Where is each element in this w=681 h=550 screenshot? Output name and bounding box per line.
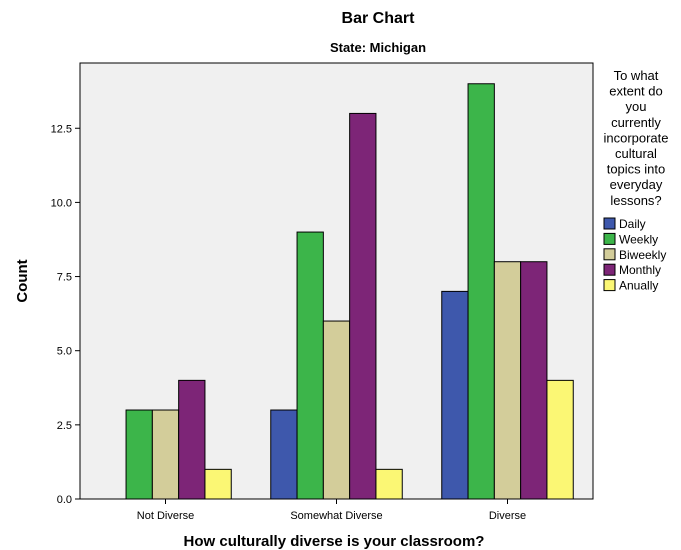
legend-title-line: lessons? — [610, 193, 661, 208]
legend-swatch-monthly — [603, 263, 616, 276]
bar-daily-diverse — [441, 290, 469, 500]
bars — [125, 83, 574, 500]
legend-label-weekly: Weekly — [619, 232, 658, 246]
bar-monthly-diverse — [520, 261, 548, 500]
y-axis-title: Count — [14, 259, 31, 302]
legend-title-line: topics into — [607, 162, 666, 177]
legend-title-line: you — [626, 99, 647, 114]
y-axis: 0.0 2.5 5.0 7.5 10.0 12.5 — [51, 123, 80, 506]
bar-monthly-somewhat-diverse — [349, 112, 377, 500]
chart-title: Bar Chart — [342, 10, 416, 27]
bar-anually-diverse — [546, 379, 574, 500]
bar-weekly-not-diverse — [125, 409, 153, 500]
legend-title-line: To what — [614, 68, 659, 83]
y-tick-label: 5.0 — [57, 346, 72, 358]
legend-label-anually: Anually — [619, 279, 658, 293]
legend-title-line: incorporate — [603, 130, 668, 145]
x-tick-label: Not Diverse — [137, 510, 194, 522]
bar-biweekly-diverse — [493, 261, 522, 500]
legend-title-line: everyday — [610, 177, 663, 192]
bar-biweekly-not-diverse — [151, 409, 180, 500]
legend-label-daily: Daily — [619, 217, 646, 231]
y-tick-label: 0.0 — [57, 494, 72, 506]
bar-weekly-diverse — [467, 83, 495, 500]
chart-subtitle: State: Michigan — [330, 40, 426, 55]
legend-label-monthly: Monthly — [619, 263, 661, 277]
x-tick-label: Somewhat Diverse — [290, 510, 382, 522]
bar-weekly-somewhat-diverse — [296, 231, 324, 500]
y-tick-label: 7.5 — [57, 272, 72, 284]
y-tick-label: 2.5 — [57, 420, 72, 432]
x-axis-title: How culturally diverse is your classroom… — [184, 533, 485, 550]
y-tick-label: 12.5 — [51, 123, 72, 135]
bar-biweekly-somewhat-diverse — [322, 320, 351, 500]
bar-anually-somewhat-diverse — [375, 468, 403, 500]
x-tick-label: Diverse — [489, 510, 526, 522]
legend-swatch-weekly — [603, 232, 616, 245]
legend-label-biweekly: Biweekly — [619, 248, 666, 262]
legend-swatch-anually — [603, 279, 616, 292]
legend-swatch-daily — [603, 217, 616, 230]
bar-monthly-not-diverse — [178, 379, 206, 500]
y-tick-label: 10.0 — [51, 197, 72, 209]
legend-title-line: cultural — [615, 146, 657, 161]
legend-swatch-biweekly — [603, 248, 616, 261]
legend-title-line: extent do — [609, 84, 663, 99]
legend-title-line: currently — [611, 115, 661, 130]
bar-anually-not-diverse — [204, 468, 232, 500]
x-axis: Not Diverse Somewhat Diverse Diverse — [137, 499, 526, 522]
bar-daily-somewhat-diverse — [270, 409, 298, 500]
